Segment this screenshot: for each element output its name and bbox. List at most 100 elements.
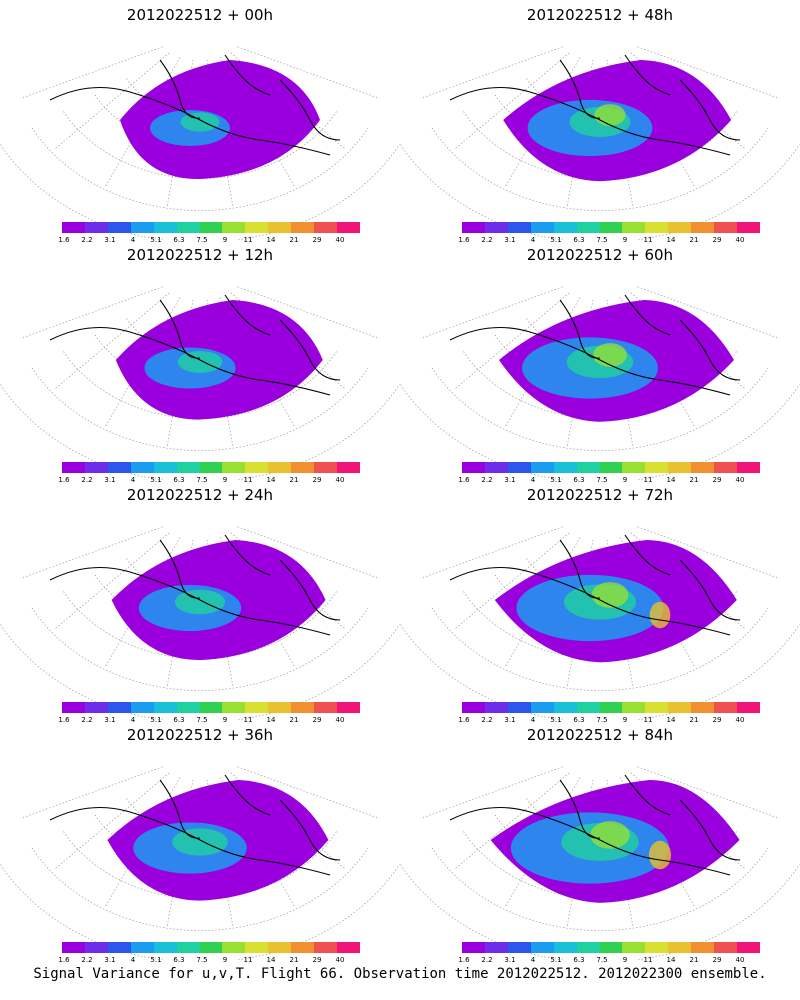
- colorbar-tick-label: 11: [243, 476, 253, 484]
- colorbar-ticks: 1.6 2.2 3.1 4 5.1 6.3 7.5 9 11 14 21 29 40: [44, 236, 364, 246]
- colorbar-tick-label: 6.3: [173, 956, 185, 964]
- colorbar-swatch: [576, 702, 600, 713]
- colorbar-tick-label: 3.1: [504, 236, 516, 244]
- colorbar-swatch: [484, 702, 508, 713]
- coastline: [449, 54, 741, 156]
- colorbar-tick-label: 5.1: [550, 236, 562, 244]
- colorbar-tick-label: 6.3: [173, 716, 185, 724]
- colorbar-tick-label: 6.3: [573, 956, 585, 964]
- coastline: [49, 294, 341, 396]
- colorbar-tick-label: 11: [643, 956, 653, 964]
- colorbar-swatch: [62, 702, 85, 713]
- colorbar-tick-label: 14: [266, 956, 276, 964]
- colorbar-swatch: [599, 462, 623, 473]
- colorbar-tick-label: 3.1: [104, 236, 116, 244]
- colorbar-swatch: [107, 942, 131, 953]
- colorbar-tick-label: 29: [312, 476, 322, 484]
- colorbar-swatch: [337, 702, 360, 713]
- colorbar: [462, 702, 760, 713]
- variance-field: [115, 300, 323, 420]
- colorbar-tick-label: 9: [222, 236, 228, 244]
- colorbar-swatch: [107, 222, 131, 233]
- colorbar-tick-label: 14: [266, 236, 276, 244]
- variance-map: [400, 766, 800, 960]
- panel-title: 2012022512 + 12h: [126, 246, 274, 264]
- colorbar-swatch: [84, 462, 108, 473]
- colorbar-tick-label: 2.2: [481, 236, 493, 244]
- map-panel-60h: 2012022512 + 60h 1.6 2.2 3.1 4 5.1 6.3 7.5 9 11 1…: [400, 240, 800, 484]
- colorbar-tick-label: 7.5: [596, 236, 608, 244]
- colorbar-tick-label: 14: [666, 476, 676, 484]
- variance-map: [400, 286, 800, 480]
- colorbar-tick-label: 7.5: [196, 956, 208, 964]
- colorbar-swatch: [130, 222, 154, 233]
- colorbar-swatch: [176, 222, 200, 233]
- colorbar-tick-label: 29: [712, 236, 722, 244]
- colorbar-swatch: [668, 462, 692, 473]
- colorbar-tick-label: 40: [335, 236, 345, 244]
- colorbar-swatch: [691, 702, 715, 713]
- colorbar-tick-label: 9: [222, 956, 228, 964]
- colorbar-swatch: [645, 942, 669, 953]
- colorbar-swatch: [599, 942, 623, 953]
- colorbar: [62, 222, 360, 233]
- colorbar-tick-label: 4: [130, 236, 136, 244]
- colorbar-tick-label: 1.6: [58, 956, 70, 964]
- colorbar-swatch: [576, 222, 600, 233]
- colorbar: [462, 222, 760, 233]
- colorbar-tick-label: 4: [530, 956, 536, 964]
- colorbar-tick-label: 4: [130, 956, 136, 964]
- colorbar-swatch: [268, 222, 292, 233]
- colorbar-swatch: [553, 462, 577, 473]
- colorbar-swatch: [291, 222, 315, 233]
- colorbar-tick-label: 1.6: [58, 236, 70, 244]
- panel-title: 2012022512 + 84h: [526, 726, 674, 744]
- colorbar-tick-label: 9: [622, 716, 628, 724]
- colorbar-swatch: [62, 942, 85, 953]
- colorbar-tick-label: 6.3: [573, 236, 585, 244]
- colorbar-swatch: [691, 942, 715, 953]
- colorbar-swatch: [222, 702, 246, 713]
- colorbar-tick-label: 11: [243, 956, 253, 964]
- colorbar-tick-label: 9: [622, 236, 628, 244]
- colorbar-tick-label: 11: [643, 476, 653, 484]
- colorbar-swatch: [507, 942, 531, 953]
- colorbar-tick-label: 14: [266, 476, 276, 484]
- colorbar-tick-label: 2.2: [81, 236, 93, 244]
- colorbar-tick-label: 5.1: [150, 236, 162, 244]
- colorbar-tick-label: 7.5: [196, 476, 208, 484]
- colorbar-swatch: [691, 462, 715, 473]
- colorbar-tick-label: 4: [530, 716, 536, 724]
- colorbar-tick-label: 4: [530, 236, 536, 244]
- colorbar: [462, 462, 760, 473]
- colorbar-swatch: [507, 702, 531, 713]
- variance-field: [107, 780, 329, 901]
- variance-map: [0, 286, 400, 480]
- colorbar-swatch: [222, 462, 246, 473]
- colorbar-tick-label: 1.6: [458, 476, 470, 484]
- colorbar-tick-label: 5.1: [150, 476, 162, 484]
- colorbar-tick-label: 6.3: [173, 236, 185, 244]
- colorbar-tick-label: 5.1: [150, 716, 162, 724]
- colorbar-swatch: [553, 942, 577, 953]
- colorbar-swatch: [645, 702, 669, 713]
- variance-field: [503, 60, 732, 182]
- colorbar-tick-label: 9: [622, 476, 628, 484]
- colorbar-tick-label: 11: [643, 236, 653, 244]
- colorbar-swatch: [62, 222, 85, 233]
- colorbar-swatch: [245, 942, 269, 953]
- colorbar-tick-label: 21: [289, 956, 299, 964]
- colorbar-tick-label: 14: [666, 956, 676, 964]
- variance-map: [400, 46, 800, 240]
- colorbar-tick-label: 11: [243, 236, 253, 244]
- colorbar-swatch: [176, 702, 200, 713]
- colorbar-tick-label: 6.3: [173, 476, 185, 484]
- colorbar-swatch: [337, 462, 360, 473]
- colorbar-swatch: [484, 942, 508, 953]
- colorbar-tick-label: 5.1: [150, 956, 162, 964]
- colorbar-swatch: [714, 222, 738, 233]
- colorbar-swatch: [462, 702, 485, 713]
- colorbar-tick-label: 1.6: [58, 716, 70, 724]
- map-panel-48h: 2012022512 + 48h 1.6 2.2 3.1 4 5.1 6.3 7.5 9 11 1…: [400, 0, 800, 244]
- colorbar-swatch: [668, 702, 692, 713]
